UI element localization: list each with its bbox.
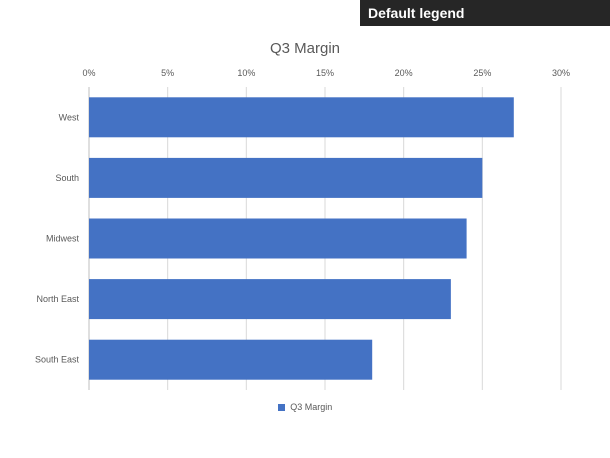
- x-tick-label: 20%: [395, 68, 413, 78]
- bar: [89, 157, 483, 198]
- legend-label: Q3 Margin: [290, 402, 333, 412]
- x-axis-tick-labels: 0% 5% 10% 15% 20% 25% 30%: [82, 68, 570, 78]
- x-tick-label: 15%: [316, 68, 334, 78]
- legend-swatch: [277, 404, 285, 411]
- bar: [89, 279, 451, 320]
- x-tick-label: 30%: [552, 68, 570, 78]
- category-label: West: [59, 112, 80, 122]
- category-label: South East: [35, 355, 80, 365]
- x-tick-label: 25%: [473, 68, 491, 78]
- category-label: South: [55, 173, 79, 183]
- chart-title: Q3 Margin: [269, 40, 341, 57]
- bar: [89, 218, 467, 259]
- legend: Q3 Margin: [0, 402, 610, 412]
- category-label: North East: [36, 294, 79, 304]
- category-label: Midwest: [46, 234, 80, 244]
- bar: [89, 97, 514, 138]
- x-tick-label: 0%: [82, 68, 95, 78]
- x-tick-label: 5%: [161, 68, 174, 78]
- bars: [89, 97, 514, 380]
- bar: [89, 339, 373, 380]
- banner: Default legend: [360, 0, 610, 26]
- banner-text: Default legend: [368, 5, 465, 21]
- x-tick-label: 10%: [237, 68, 255, 78]
- category-labels: West South Midwest North East South East: [35, 112, 80, 364]
